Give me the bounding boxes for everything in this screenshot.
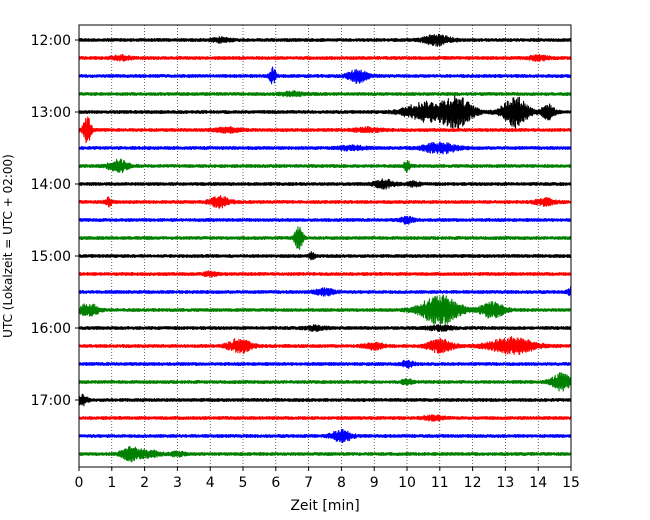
x-tick-label: 9	[370, 475, 379, 491]
x-tick-label: 14	[529, 475, 547, 491]
trace-1730	[78, 428, 572, 444]
x-axis-label: Zeit [min]	[290, 498, 359, 514]
trace-1700	[78, 393, 572, 407]
y-axis-ticks: 12:00 13:00 14:00 15:00 16:00 17:00	[31, 33, 79, 409]
x-tick-label: 15	[562, 475, 580, 491]
seismic-traces	[78, 33, 572, 463]
trace-1415	[78, 195, 572, 209]
trace-1315	[78, 116, 572, 144]
trace-1330	[78, 141, 572, 155]
x-tick-label: 1	[107, 475, 116, 491]
trace-1230	[78, 66, 572, 85]
x-tick-label: 6	[271, 475, 280, 491]
y-axis-label: UTC (Lokalzeit = UTC + 02:00)	[1, 154, 15, 338]
trace-1600	[78, 324, 572, 332]
trace-1500	[78, 251, 572, 261]
x-tick-label: 0	[75, 475, 84, 491]
plot-frame	[78, 24, 572, 468]
y-tick-label: 13:00	[31, 105, 71, 121]
x-tick-label: 8	[337, 475, 346, 491]
trace-1715	[78, 414, 572, 422]
x-tick-label: 13	[496, 475, 514, 491]
trace-1645	[78, 372, 572, 392]
y-tick-label: 15:00	[31, 249, 71, 265]
trace-1345	[78, 158, 572, 173]
trace-1215	[78, 54, 572, 62]
x-tick-label: 4	[206, 475, 215, 491]
trace-1300	[78, 95, 572, 129]
trace-1530	[78, 286, 572, 297]
y-tick-label: 16:00	[31, 321, 71, 337]
x-axis-ticks: 0 1 2 3 4 5 6 7 8 9 10 11 12 13 14 15	[75, 467, 580, 491]
trace-1630	[78, 359, 572, 369]
x-tick-label: 2	[140, 475, 149, 491]
trace-1200	[78, 33, 572, 47]
x-tick-label: 11	[431, 475, 449, 491]
trace-1430	[78, 215, 572, 225]
y-tick-label: 12:00	[31, 33, 71, 49]
trace-1545	[78, 294, 572, 326]
y-tick-label: 14:00	[31, 177, 71, 193]
trace-1245	[78, 90, 572, 98]
x-tick-label: 3	[173, 475, 182, 491]
y-tick-label: 17:00	[31, 393, 71, 409]
x-tick-label: 7	[304, 475, 313, 491]
trace-1515	[78, 270, 572, 278]
trace-1400	[78, 178, 572, 190]
trace-1445	[78, 226, 572, 251]
trace-1615	[78, 336, 572, 356]
x-tick-label: 12	[464, 475, 482, 491]
trace-1745	[78, 445, 572, 463]
x-tick-label: 10	[398, 475, 416, 491]
x-tick-label: 5	[239, 475, 248, 491]
